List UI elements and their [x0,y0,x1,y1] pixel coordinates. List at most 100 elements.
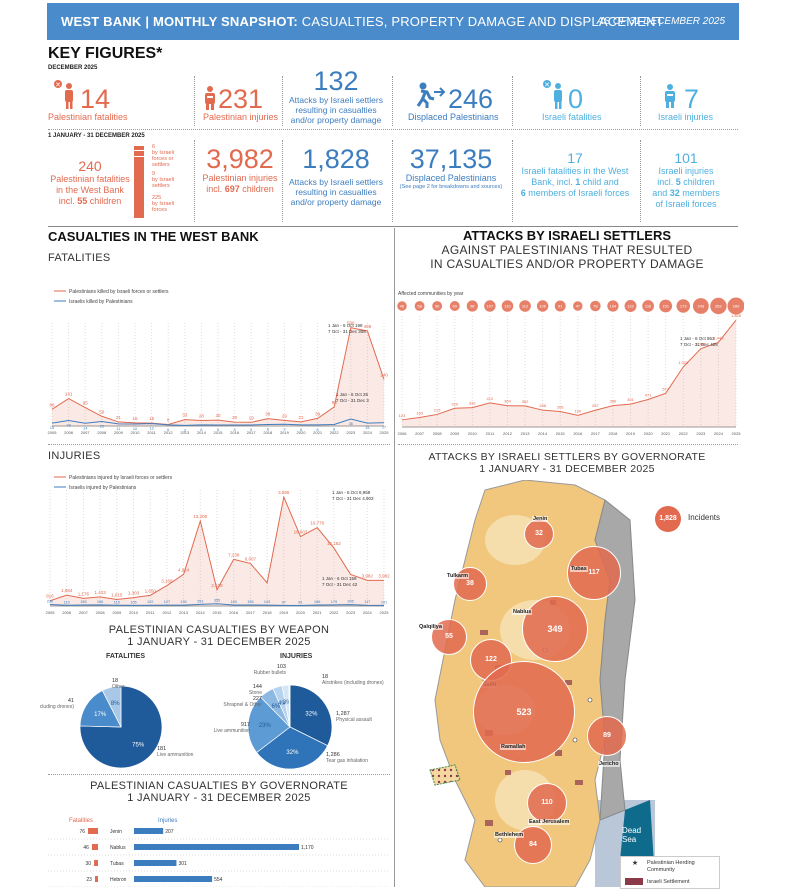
data-label: 101 [381,600,387,604]
bar-fatalities [88,828,98,834]
data-label: 12 [149,427,153,431]
data-label: 156 [314,600,320,604]
header-date: AS OF 31 DECEMBER 2025 [596,16,725,27]
x-tick-label: 2015 [214,430,224,435]
data-label: 38 [265,412,271,417]
community-bubble [519,300,531,312]
x-tick-label: 2013 [179,610,189,615]
data-label: 3,982 [378,573,390,578]
community-bubble [573,301,583,311]
pie-pct: 32% [286,750,299,756]
data-label: 816 [46,594,54,599]
kf-value: 1,828 [302,144,370,174]
map-bubble-tubas: 117 [567,546,621,600]
data-label: 13,200 [193,514,207,519]
x-tick-label: 2008 [97,430,107,435]
pie-slice [256,726,329,770]
bar-fatality-value: 30 [85,861,91,867]
data-label: 6 [317,428,319,432]
pie-value: 41 [68,698,74,704]
data-label: 17 [382,426,386,430]
pie-injuries-title: INJURIES [280,653,313,660]
data-label: 6 [200,428,202,432]
legend-settlement: Israeli Settlement [647,879,690,885]
data-label: 1,650 [145,588,157,593]
data-label: 97 [282,600,286,604]
community-label: 78 [593,304,598,309]
person-killed-icon: ✕ [54,80,73,109]
kf-value: 101 [674,150,698,166]
x-tick-label: 2007 [415,431,425,436]
data-label: 6,607 [245,556,257,561]
data-label: 3,169 [161,579,173,584]
pie-fatalities-title: FATALITIES [106,653,146,660]
community-label: 60 [453,304,458,309]
x-tick-label: 2023 [346,430,356,435]
pie-pct: 17% [94,712,107,718]
x-tick-label: 2024 [363,610,373,615]
x-tick-label: 2023 [346,610,356,615]
data-label: 230 [47,600,53,604]
bar-injury-value: 301 [178,861,187,867]
pie-pct: 4% [278,701,287,707]
annotation: 1 Jan - 6 Oct 25 [336,392,369,397]
settlers-title-block: ATTACKS BY ISRAELI SETTLERS AGAINST PALE… [430,228,704,271]
pie-pct: 32% [305,712,318,718]
svg-text:✕: ✕ [55,82,61,89]
x-tick-label: 2020 [296,610,306,615]
x-tick-label: 2025 [380,430,390,435]
community-label: 110 [504,304,511,309]
kf-month-isr-injuries: 7 Israeli injuries [656,78,736,126]
category-label: Tubas [110,861,124,867]
kf-month-pal-fatalities: ✕ 14 Palestinian fatalities [48,76,198,126]
pie-value: 18 [112,678,118,684]
kf-label-1: Israeli injuries [658,166,714,176]
pie-label: Airstrikes (including drones) [40,704,74,710]
pie-slice [79,685,163,769]
kf-note: (See page 2 for breakdowns and sources) [399,184,503,190]
data-label: 355 [214,599,220,603]
bar-fatalities [94,876,98,882]
annotation: 1 Jan - 6 Oct 198 [328,323,363,328]
data-label: 8 [333,427,335,431]
x-tick-label: 2019 [279,610,289,615]
community-bubble [659,299,673,313]
kf-year-pal-injuries: 3,982 Palestinian injuries incl. 697 chi… [198,146,282,195]
kf-value: 14 [80,84,111,114]
data-label: 577 [662,386,669,391]
x-tick-label: 2017 [246,610,256,615]
bar-injuries [134,844,299,850]
x-tick-label: 2020 [644,431,654,436]
map-label: Jenin [532,516,549,522]
pie-slice [289,684,333,747]
data-label: 28 [66,424,70,428]
kf-year-attacks: 1,828 Attacks by Israeli settlers result… [284,144,388,208]
period-label: 1 JANUARY - 31 DECEMBER 2025 [48,133,145,139]
legend-text: Israelis injured by Palestinians [69,485,137,491]
injuries-title: INJURIES [48,450,101,462]
community-bubble [466,300,478,312]
kf-label: Palestinian fatalities [48,112,128,122]
pie-pct: 3% [283,700,292,706]
pie-label: Physical assault [336,717,372,723]
data-label: 15 [365,426,369,430]
x-tick-label: 2017 [247,430,257,435]
data-label: 30 [215,413,221,418]
fatality-stack-bar [134,146,144,218]
x-tick-label: 2021 [313,430,323,435]
data-label: 10 [133,427,137,431]
x-tick-label: 2022 [329,610,339,615]
kf-label-2: incl. 697 children [206,184,274,194]
x-tick-label: 2012 [164,430,174,435]
kf-label-3: and 32 members [652,188,720,198]
pie-value: 144 [253,684,262,690]
kf-label-2: in the West Bank [56,185,124,195]
pie-pct: 75% [132,743,145,749]
data-label: 215 [434,407,441,412]
kf-label: Displaced Palestinians [405,173,497,183]
data-label: 11 [116,427,120,431]
data-label: 199 [574,408,581,413]
data-label: 1,303 [128,591,140,596]
pie-label: Shrapnel & Other [223,702,262,708]
x-tick-label: 2024 [363,430,373,435]
